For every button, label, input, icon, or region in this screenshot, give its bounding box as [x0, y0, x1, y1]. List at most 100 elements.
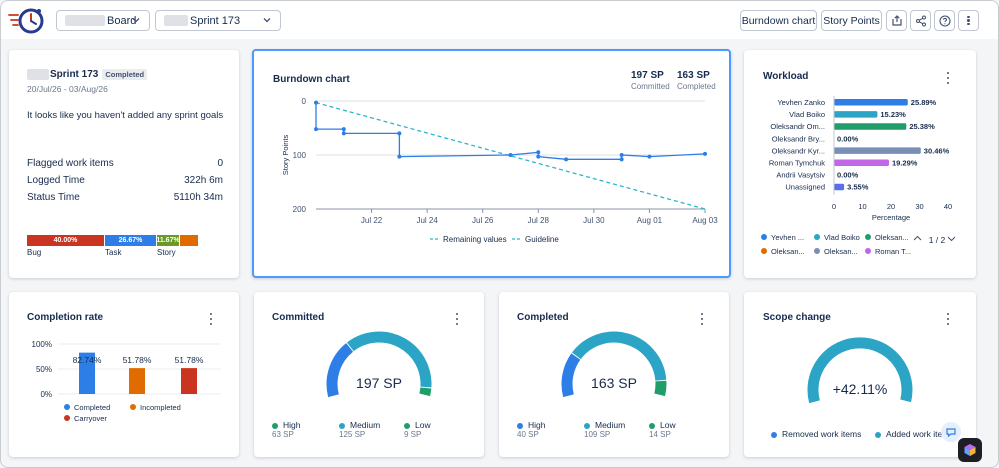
scope-gauge [807, 337, 913, 404]
completed-gauge [561, 331, 667, 398]
legend-label: Oleksan... [771, 247, 805, 256]
workload-more-icon[interactable] [942, 71, 954, 85]
chevron-down-icon [132, 18, 140, 23]
legend-value: 63 SP [272, 430, 294, 439]
scope-title: Scope change [763, 312, 831, 323]
legend-label: High [283, 420, 301, 430]
app-switcher-button[interactable] [958, 438, 982, 462]
workload-card: Workload Yevhen Zanko 25.89% Vlad Boiko 15.… [744, 50, 976, 278]
legend-page-indicator: 1 / 2 [929, 235, 946, 245]
sprint-name: Sprint 173 [50, 69, 99, 80]
remaining-value-point [508, 153, 513, 157]
x-tick-label: 40 [944, 202, 952, 211]
completion-bar [181, 368, 197, 394]
workload-category-label: Oleksandr Om... [770, 122, 825, 131]
workload-category-label: Unassigned [785, 183, 825, 192]
legend-value: 40 SP [517, 430, 539, 439]
committed-more-icon[interactable] [451, 312, 463, 326]
legend-label: High [528, 420, 546, 430]
stat-label: Flagged work items [27, 158, 114, 169]
board-select-label: Board [107, 14, 137, 27]
x-tick-label: Jul 30 [583, 216, 605, 225]
help-button[interactable] [934, 10, 955, 31]
burndown-chart[interactable]: 200 100 0 Story Points Jul 22 Jul 24 Jul 26 Jul… [254, 51, 729, 276]
sprint-summary-card: Sprint 173 Completed 20/Jul/26 - 03/Aug/… [9, 50, 239, 278]
more-menu-button[interactable] [958, 10, 979, 31]
issue-type-segment[interactable]: 40.00% [27, 235, 104, 246]
legend-dot [771, 431, 777, 438]
workload-value-label: 25.89% [911, 98, 937, 107]
legend-dot [64, 404, 70, 410]
workload-title: Workload [763, 71, 809, 82]
completion-more-icon[interactable] [205, 312, 217, 326]
story-points-button[interactable]: Story Points [821, 10, 882, 31]
share-button[interactable] [910, 10, 931, 31]
legend-dot [272, 422, 278, 429]
chat-icon [946, 428, 956, 438]
workload-value-label: 30.46% [924, 146, 950, 155]
workload-value-label: 25.38% [909, 122, 935, 131]
completion-title: Completion rate [27, 312, 104, 323]
gauge-segment [807, 337, 913, 404]
y-tick-label: 0 [302, 97, 307, 106]
y-axis-label: Story Points [281, 135, 290, 176]
legend-label: Medium [350, 420, 381, 430]
burndown-card[interactable]: Burndown chart 197 SP Committed 163 SP C… [252, 49, 731, 278]
sprint-select[interactable]: Sprint 173 [155, 10, 281, 31]
legend-label: Yevhen ... [771, 233, 804, 242]
chevron-up-icon [913, 235, 922, 241]
legend-label: Oleksan... [875, 233, 909, 242]
committed-gauge [326, 331, 432, 398]
legend-dot [814, 248, 820, 254]
completed-title: Completed [517, 312, 569, 323]
legend-label: Oleksan... [824, 247, 858, 256]
y-tick-label: 100% [32, 340, 52, 349]
legend-removed: Removed work items [771, 429, 861, 439]
workload-category-label: Vlad Boiko [789, 110, 825, 119]
scope-more-icon[interactable] [942, 312, 954, 326]
legend-value: 9 SP [404, 430, 422, 439]
workload-value-label: 19.29% [892, 159, 918, 168]
burndown-chart-button[interactable]: Burndown chart [740, 10, 817, 31]
committed-center-value: 197 SP [356, 375, 402, 391]
legend-dot [761, 248, 767, 254]
gauge-segment [346, 331, 432, 388]
burndown-title: Burndown chart [273, 74, 350, 85]
help-icon [938, 14, 951, 27]
remaining-value-point [314, 100, 318, 105]
legend-dot [517, 422, 523, 429]
remaining-value-point [397, 154, 402, 159]
legend-high: High [272, 420, 300, 430]
stat-row-logged-time: Logged Time 322h 6m [27, 175, 223, 186]
more-icon [963, 15, 975, 26]
issue-type-label: Story [157, 248, 176, 257]
completed-more-icon[interactable] [696, 312, 708, 326]
legend-label: Vlad Boiko [824, 233, 860, 242]
workload-bar [834, 159, 889, 166]
issue-type-segment[interactable]: 11.67% [156, 235, 180, 246]
gauge-segment [419, 387, 432, 397]
workload-value-label: 15.23% [880, 110, 906, 119]
export-button[interactable] [886, 10, 907, 31]
board-select[interactable]: Board [56, 10, 150, 31]
x-tick-label: Aug 01 [637, 216, 663, 225]
legend-dot [584, 422, 590, 429]
completion-rate-card: Completion rate 100% 50% 0% 82.74% 51.78% 51.… [9, 292, 239, 457]
legend-label: Removed work items [782, 429, 862, 439]
app-logo-icon [8, 8, 44, 34]
committed-label: Committed [631, 82, 670, 91]
workload-bar [834, 123, 907, 130]
chat-button[interactable] [941, 422, 961, 442]
completion-chart: 100% 50% 0% 82.74% 51.78% 51.78% Completed Inco… [32, 340, 221, 423]
issue-type-segment[interactable] [180, 235, 198, 246]
sprint-name-row: Sprint 173 Completed [27, 69, 148, 80]
remaining-value-point [647, 154, 652, 159]
legend-label: Low [660, 420, 676, 430]
completed-sp: 163 SP [677, 70, 710, 81]
issue-type-segment[interactable]: 26.67% [105, 235, 156, 246]
completion-bar [129, 368, 145, 394]
y-tick-label: 200 [293, 205, 307, 214]
guideline-series [315, 101, 706, 210]
stat-value: 0 [217, 158, 223, 169]
